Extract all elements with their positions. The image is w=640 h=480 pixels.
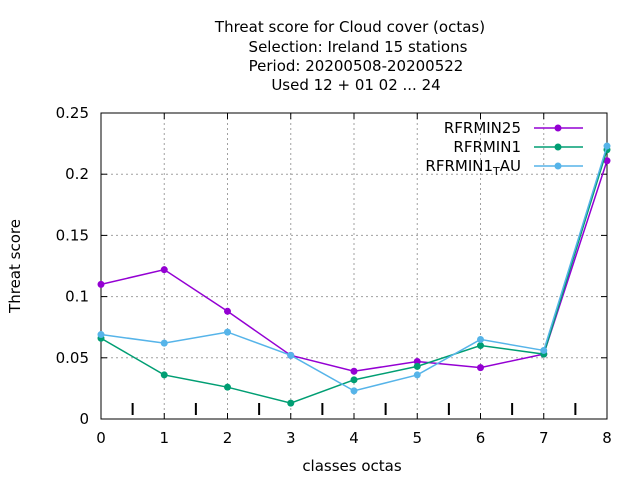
series-line	[100, 149, 608, 404]
title-line-1: Threat score for Cloud cover (octas)	[214, 18, 485, 36]
y-tick-label: 0.25	[56, 104, 89, 122]
data-point	[97, 280, 105, 288]
data-point	[287, 351, 295, 359]
data-point	[413, 371, 421, 379]
series-rfrmin1_tau	[97, 142, 611, 395]
x-tick-label: 6	[476, 429, 486, 447]
x-tick-label: 7	[539, 429, 549, 447]
x-tick-label: 2	[223, 429, 233, 447]
series	[97, 142, 611, 407]
y-axis-title: Threat score	[6, 219, 24, 314]
data-point	[224, 307, 231, 315]
data-point	[160, 339, 168, 347]
y-tick-label: 0.05	[56, 349, 89, 367]
x-tick-labels: 0 1 2 3 4 5 6 7 8	[96, 429, 612, 447]
y-tick-labels: 0 0.05 0.1 0.15 0.2 0.25	[56, 104, 89, 428]
data-point	[413, 362, 421, 370]
y-tick-label: 0.1	[65, 288, 89, 306]
x-tick-label: 0	[96, 429, 106, 447]
y-tick-label: 0.15	[56, 226, 89, 244]
data-point	[603, 142, 611, 150]
title-line-2: Selection: Ireland 15 stations	[249, 38, 468, 56]
legend-label: RFRMIN1	[453, 138, 521, 156]
legend-marker	[554, 124, 562, 132]
data-point	[540, 346, 548, 354]
x-axis-title: classes octas	[302, 457, 402, 475]
data-point	[477, 342, 484, 350]
legend-entry: RFRMIN1	[453, 138, 583, 156]
x-tick-label: 1	[159, 429, 169, 447]
title-line-4: Used 12 + 01 02 ... 24	[271, 76, 440, 94]
data-point	[350, 376, 358, 384]
data-point	[413, 357, 421, 365]
data-point	[603, 157, 611, 165]
legend-entry: RFRMIN1TAU	[425, 157, 583, 178]
series-rfrmin25	[97, 157, 611, 375]
data-point	[224, 328, 231, 336]
title-line-3: Period: 20200508-20200522	[249, 57, 464, 75]
data-point	[350, 387, 358, 395]
legend-label: RFRMIN1TAU	[425, 157, 521, 178]
plot-frame	[100, 112, 608, 420]
legend-marker	[554, 162, 562, 170]
legend-entry: RFRMIN25	[444, 119, 583, 137]
x-tick-label: 5	[412, 429, 422, 447]
class-separator-ticks	[131, 403, 577, 415]
data-point	[477, 364, 484, 372]
x-tick-label: 3	[286, 429, 296, 447]
legend-label: RFRMIN25	[444, 119, 521, 137]
data-point	[287, 399, 295, 407]
y-tick-label: 0.2	[65, 165, 89, 183]
data-point	[97, 331, 105, 339]
chart-title: Threat score for Cloud cover (octas) Sel…	[214, 18, 485, 94]
x-tick-label: 8	[602, 429, 612, 447]
data-point	[477, 335, 484, 343]
data-point	[160, 266, 168, 274]
data-point	[160, 371, 168, 379]
data-point	[224, 383, 231, 391]
x-tick-label: 4	[349, 429, 359, 447]
legend-marker	[554, 143, 562, 151]
data-point	[350, 367, 358, 375]
y-tick-label: 0	[79, 410, 89, 428]
